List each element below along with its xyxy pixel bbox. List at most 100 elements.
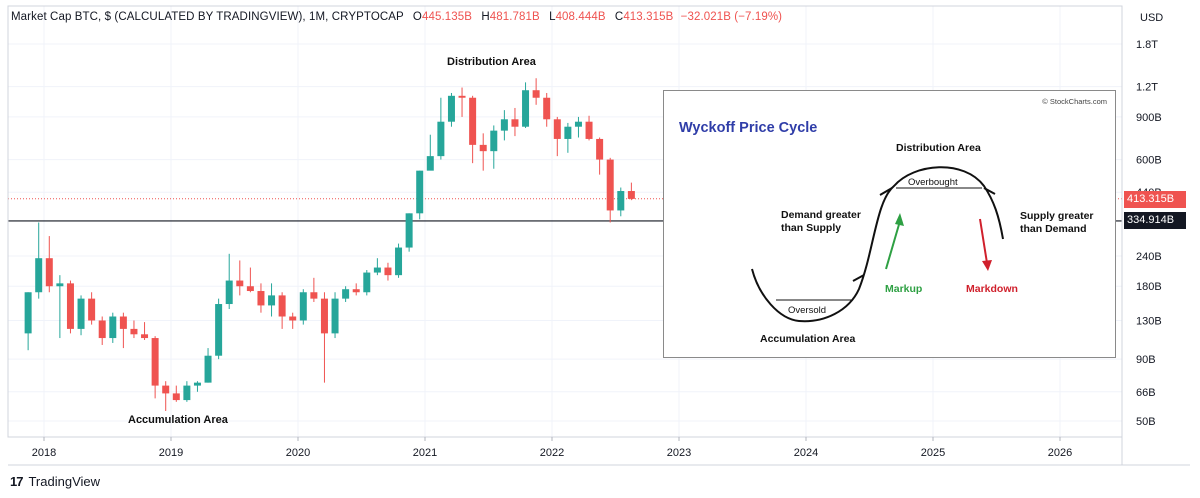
x-tick-label: 2023: [667, 447, 691, 459]
y-tick-label: 50B: [1136, 416, 1156, 428]
candle[interactable]: [172, 385, 180, 402]
candles: [8, 78, 1122, 411]
candle[interactable]: [141, 322, 149, 340]
cycle-curve: [751, 166, 1004, 323]
candle[interactable]: [342, 286, 350, 302]
candle[interactable]: [151, 336, 159, 399]
markdown-arrow-head: [982, 260, 992, 271]
candle[interactable]: [162, 381, 170, 411]
markdown-label: Markdown: [966, 283, 1018, 295]
candle[interactable]: [320, 292, 328, 383]
candle[interactable]: [183, 381, 191, 402]
candle[interactable]: [384, 262, 392, 281]
chart-header: Market Cap BTC, $ (CALCULATED BY TRADING…: [11, 11, 782, 23]
markup-arrow-head: [895, 213, 904, 226]
candle-body: [363, 272, 371, 293]
y-tick-label: 90B: [1136, 354, 1156, 366]
candle[interactable]: [363, 270, 371, 296]
candle[interactable]: [225, 253, 233, 309]
candle-body: [627, 191, 635, 199]
candle[interactable]: [416, 170, 424, 220]
candle[interactable]: [98, 316, 106, 345]
candle[interactable]: [204, 348, 212, 383]
candle[interactable]: [130, 320, 138, 339]
candle-body: [469, 97, 477, 145]
x-tick-label: 2019: [159, 447, 183, 459]
candle[interactable]: [405, 213, 413, 252]
candle[interactable]: [119, 312, 127, 349]
candle[interactable]: [395, 243, 403, 278]
x-tick-label: 2024: [794, 447, 818, 459]
candle[interactable]: [553, 116, 561, 157]
candle[interactable]: [56, 275, 64, 339]
tradingview-brand[interactable]: 17 TradingView: [10, 474, 100, 489]
candle[interactable]: [458, 87, 466, 117]
candle-body: [553, 119, 561, 139]
candle[interactable]: [617, 187, 625, 217]
candle[interactable]: [627, 182, 635, 201]
supply-label: Supply greater than Demand: [1020, 210, 1094, 235]
candle[interactable]: [66, 280, 74, 334]
open-label: O: [412, 11, 422, 23]
x-tick-label: 2020: [286, 447, 310, 459]
candle-body: [24, 292, 32, 334]
candle[interactable]: [352, 283, 360, 296]
candle[interactable]: [532, 78, 540, 105]
candle[interactable]: [585, 115, 593, 141]
symbol-title[interactable]: Market Cap BTC, $ (CALCULATED BY TRADING…: [11, 11, 404, 23]
candle[interactable]: [606, 157, 614, 223]
accumulation-area-label: Accumulation Area: [128, 414, 228, 426]
candle[interactable]: [500, 110, 508, 141]
candle[interactable]: [193, 381, 201, 392]
wyckoff-cycle-diagram: [751, 166, 1004, 323]
candle[interactable]: [299, 289, 307, 325]
stockcharts-copyright: © StockCharts.com: [1042, 97, 1107, 106]
candle[interactable]: [426, 134, 434, 171]
candle[interactable]: [257, 283, 265, 313]
y-tick-label: 66B: [1136, 387, 1156, 399]
candle[interactable]: [511, 107, 519, 137]
candle[interactable]: [278, 292, 286, 329]
low-label: L: [549, 11, 556, 23]
candle-body: [56, 283, 64, 287]
candle[interactable]: [246, 267, 254, 293]
candle-body: [268, 295, 276, 306]
candle-body: [437, 121, 445, 157]
y-tick-label: 600B: [1136, 155, 1162, 167]
candle[interactable]: [490, 125, 498, 169]
candle[interactable]: [24, 292, 32, 351]
wyckoff-inset: © StockCharts.com Wyckoff Price Cycle Di…: [663, 90, 1116, 358]
candle[interactable]: [437, 97, 445, 160]
candle[interactable]: [574, 116, 582, 138]
candle[interactable]: [215, 298, 223, 360]
candle-body: [310, 292, 318, 299]
tick-mark-1: [852, 274, 865, 282]
candle[interactable]: [236, 260, 244, 296]
candle[interactable]: [522, 82, 530, 129]
candle[interactable]: [543, 92, 551, 127]
x-tick-label: 2018: [32, 447, 56, 459]
candle[interactable]: [469, 95, 477, 164]
candle[interactable]: [45, 236, 53, 293]
candle[interactable]: [564, 122, 572, 153]
candle[interactable]: [447, 92, 455, 127]
x-tick-label: 2025: [921, 447, 945, 459]
candle[interactable]: [109, 312, 117, 343]
candle[interactable]: [331, 292, 339, 339]
candle[interactable]: [268, 283, 276, 317]
candle-body: [77, 298, 85, 329]
candle[interactable]: [479, 133, 487, 171]
candle[interactable]: [373, 258, 381, 276]
candle[interactable]: [35, 222, 43, 299]
candle[interactable]: [289, 312, 297, 329]
candle[interactable]: [88, 292, 96, 325]
candle[interactable]: [310, 277, 318, 302]
candle-body: [162, 385, 170, 394]
candle[interactable]: [77, 295, 85, 336]
tick-mark-2: [879, 187, 893, 196]
distribution-area-label: Distribution Area: [447, 56, 536, 68]
candle[interactable]: [596, 137, 604, 175]
currency-label: USD: [1140, 12, 1163, 24]
candle-body: [373, 267, 381, 273]
